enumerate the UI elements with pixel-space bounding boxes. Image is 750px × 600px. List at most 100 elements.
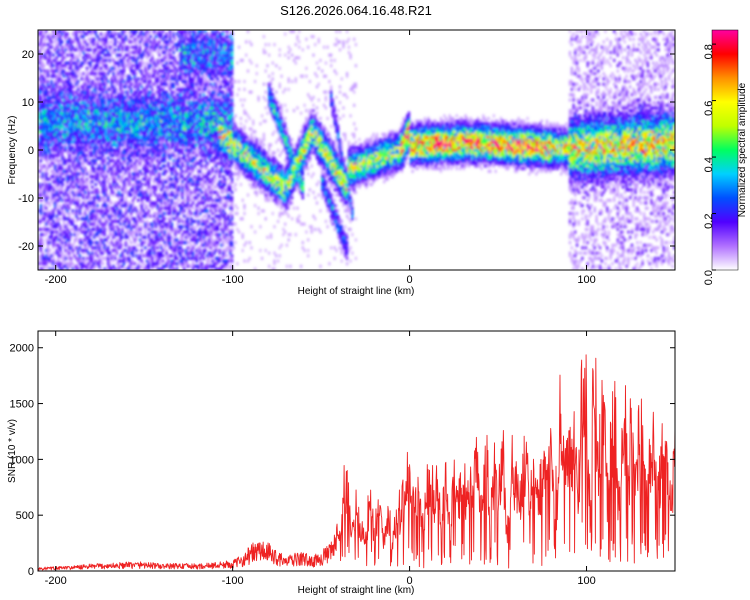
heatmap-cell [53,243,57,247]
heatmap-cell [59,135,62,139]
heatmap-cell [64,66,67,70]
heatmap-cell [46,58,50,63]
heatmap-cell [75,48,78,52]
heatmap-cell [59,64,62,68]
heatmap-cell [43,106,46,110]
heatmap-cell [64,198,67,202]
heatmap-cell [78,45,82,49]
heatmap-cell [57,196,60,200]
heatmap-cell [39,127,43,131]
heatmap-cell [62,64,66,68]
heatmap-cell [48,45,51,49]
heatmap-cell [66,238,69,242]
heatmap-cell [80,182,83,187]
heatmap-cell [52,238,55,242]
heatmap-cell [46,93,50,97]
heatmap-cell [46,201,50,205]
heatmap-cell [62,130,66,134]
heatmap-cell [53,159,57,163]
heatmap-cell [39,167,43,171]
heatmap-cell [59,169,62,173]
heatmap-cell [50,40,53,44]
heatmap-cell [62,85,66,89]
heatmap-cell [80,267,83,270]
heatmap-cell [53,164,57,168]
heatmap-cell [80,217,83,221]
heatmap-cell [43,227,46,232]
heatmap-cell [53,201,57,205]
heatmap-cell [64,175,67,179]
heatmap-cell [45,156,48,160]
heatmap-cell [48,93,51,97]
heatmap-cell [71,251,74,255]
heatmap-cell [39,85,43,89]
heatmap-cell [43,43,46,47]
heatmap-cell [50,140,53,144]
heatmap-cell [61,241,64,245]
heatmap-cell [69,114,73,118]
heatmap-cell [39,185,43,189]
heatmap-cell [43,185,46,189]
heatmap-cell [61,95,64,100]
heatmap-cell [53,130,57,134]
heatmap-cell [43,259,46,263]
heatmap-cell [53,196,57,200]
heatmap-cell [165,248,168,253]
heatmap-cell [55,50,59,55]
heatmap-cell [38,227,41,232]
heatmap-cell [59,151,62,155]
heatmap-cell [61,262,64,266]
heatmap-cell [73,135,76,139]
heatmap-cell [57,124,60,129]
heatmap-cell [64,143,67,147]
heatmap-cell [167,161,170,166]
heatmap-cell [55,74,59,78]
heatmap-cell [71,138,74,142]
heatmap-cell [61,159,64,163]
heatmap-cell [48,259,51,263]
heatmap-cell [64,95,67,100]
heatmap-cell [46,172,50,176]
heatmap-cell [66,225,69,229]
heatmap-cell [64,106,67,110]
heatmap-cell [66,188,69,192]
heatmap-cell [75,109,78,113]
heatmap-cell [38,127,41,131]
heatmap-cell [64,248,67,253]
heatmap-cell [55,119,59,123]
heatmap-cell [41,214,44,218]
heatmap-cell [39,40,43,44]
heatmap-cell [114,48,117,52]
heatmap-cell [48,37,51,41]
heatmap-cell [78,204,82,208]
heatmap-cell [53,111,57,115]
heatmap-cell [38,235,41,239]
heatmap-cell [55,180,59,184]
heatmap-cell [46,61,50,65]
heatmap-cell [52,95,55,100]
heatmap-cell [52,87,55,92]
heatmap-cell [57,127,60,131]
heatmap-cell [71,196,74,200]
heatmap-cell [38,53,41,57]
heatmap-cell [75,201,78,205]
heatmap-cell [57,132,60,136]
heatmap-cell [43,233,46,237]
heatmap-cell [46,109,50,113]
heatmap-cell [48,238,51,242]
heatmap-cell [61,127,64,131]
heatmap-cell [75,156,78,160]
heatmap-cell [75,72,78,76]
heatmap-cell [75,238,78,242]
heatmap-cell [43,93,46,97]
heatmap-cell [38,30,41,34]
heatmap-cell [68,143,71,147]
heatmap-cell [55,151,59,155]
heatmap-cell [57,256,60,261]
heatmap-cell [78,188,82,192]
heatmap-cell [46,79,50,84]
heatmap-cell [140,69,143,73]
heatmap-cell [61,64,64,68]
heatmap-cell [73,66,76,70]
heatmap-cell [53,95,57,100]
